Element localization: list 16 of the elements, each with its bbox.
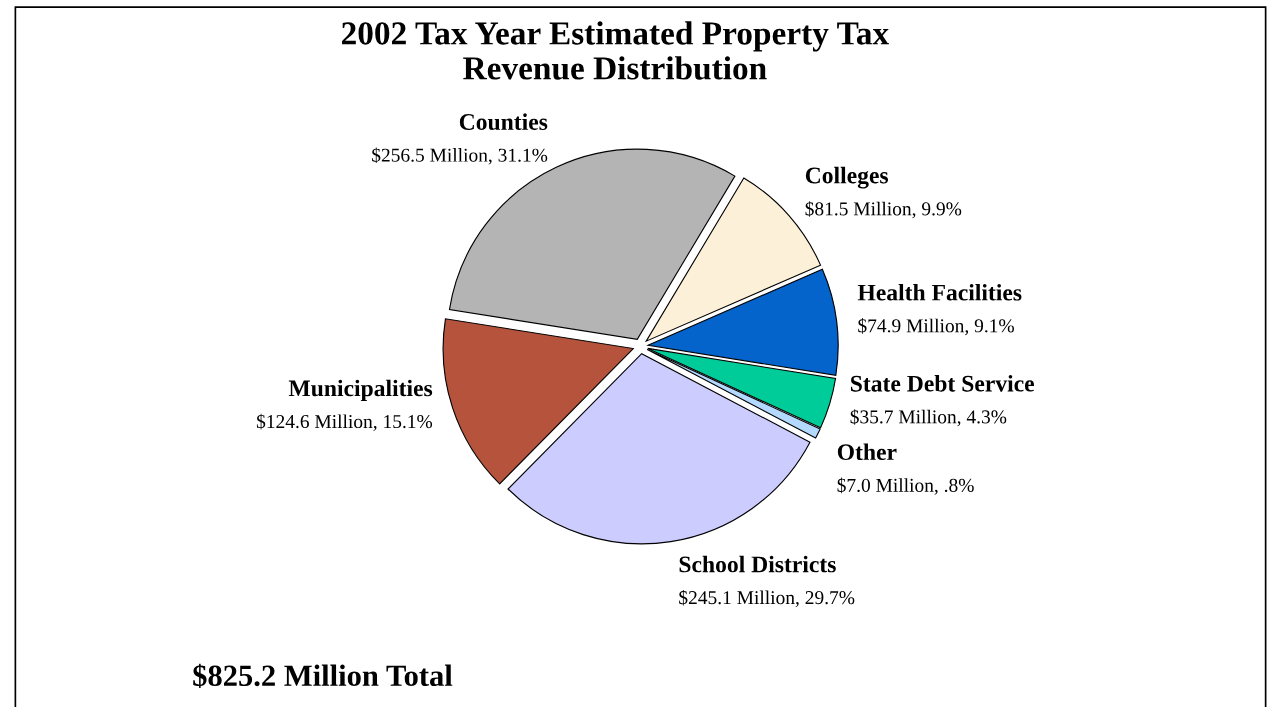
slice-label: Other xyxy=(837,443,897,461)
data-label: $81.5 Million, 9.9% xyxy=(805,201,962,219)
chart-title: 2002 Tax Year Estimated Property Tax Revenue Distribution xyxy=(341,21,889,80)
data-label: $256.5 Million, 31.1% xyxy=(372,147,548,165)
text: $825.2 Million Total xyxy=(193,663,453,689)
slice-label: Health Facilities xyxy=(857,283,1022,301)
slice-label: State Debt Service xyxy=(851,375,1035,392)
slice-label: Municipalities xyxy=(288,379,433,402)
data-label: $124.6 Million, 15.1% xyxy=(256,413,433,431)
slice-label: Counties xyxy=(459,113,548,131)
data-label: $245.1 Million, 29.7% xyxy=(679,589,855,607)
slice-label: School Districts xyxy=(679,555,836,573)
slice-label: Colleges xyxy=(805,166,889,189)
data-label: $74.9 Million, 9.1% xyxy=(858,318,1014,336)
data-label: $7.0 Million, .8% xyxy=(837,477,974,495)
data-label: $35.7 Million, 4.3% xyxy=(850,409,1007,427)
